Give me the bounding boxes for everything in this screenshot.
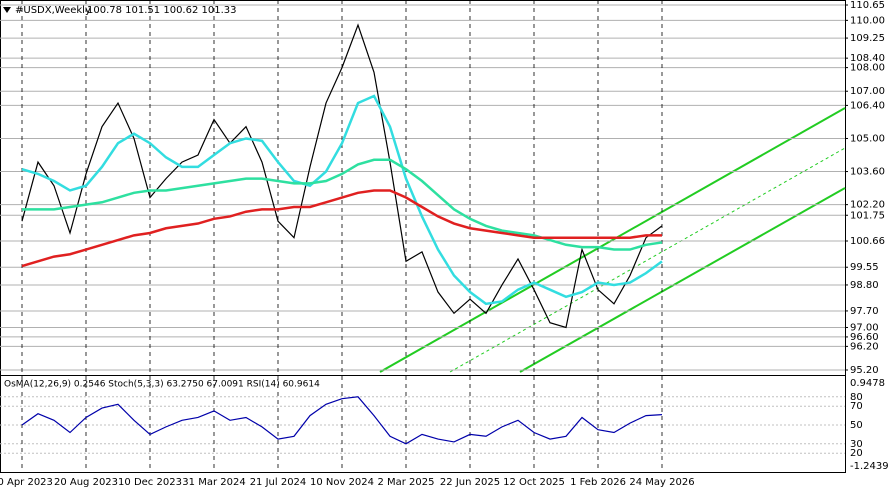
y-tick-label: 110.00: [850, 15, 885, 26]
channel-lower: [519, 187, 846, 373]
x-tick-label: 10 Dec 2023: [118, 477, 182, 488]
x-tick-label: 31 Mar 2024: [182, 477, 245, 488]
y-tick-label: 70: [850, 401, 863, 412]
y-tick-label: 106.40: [850, 100, 885, 111]
series-line: [21, 23, 663, 329]
y-tick-label: 96.20: [850, 341, 879, 352]
ohlc-values: 100.78 101.51 100.62 101.33: [87, 5, 237, 16]
indicator-title: OsMA(12,26,9) 0.2546 Stoch(5,3,3) 63.275…: [4, 380, 320, 390]
y-tick-label: 109.25: [850, 33, 885, 44]
y-tick-label: 30: [850, 439, 863, 450]
y-tick-label: 100.66: [850, 236, 885, 247]
y-tick-label: 108.40: [850, 53, 885, 64]
y-tick-label: 102.20: [850, 200, 885, 211]
y-tick-label: 105.00: [850, 133, 885, 144]
y-tick-label: 99.55: [850, 262, 879, 273]
x-tick-label: 2 Mar 2025: [377, 477, 434, 488]
y-tick-label: 103.60: [850, 167, 885, 178]
y-tick-label: 97.00: [850, 322, 879, 333]
y-tick-label: 97.70: [850, 306, 879, 317]
x-tick-label: 24 May 2026: [629, 477, 694, 488]
y-tick-label: 96.60: [850, 332, 879, 343]
series-line: [22, 158, 663, 251]
x-tick-label: 22 Jun 2025: [440, 477, 500, 488]
x-tick-label: 21 Jul 2024: [250, 477, 307, 488]
y-tick-label: 107.00: [850, 86, 885, 97]
series-line: [21, 94, 663, 306]
x-tick-label: 12 Oct 2025: [503, 477, 565, 488]
y-tick-label: 98.80: [850, 280, 879, 291]
x-tick-label: 1 Feb 2026: [570, 477, 626, 488]
y-tick-label: 101.75: [850, 210, 885, 221]
dropdown-icon[interactable]: [3, 7, 11, 13]
y2-tick-label: 0.9478: [850, 378, 885, 389]
y-tick-label: 95.20: [850, 365, 879, 376]
series-line: [21, 396, 663, 445]
frame: [0, 0, 846, 473]
series-line: [21, 189, 662, 268]
y-tick-label: 80: [850, 392, 863, 403]
y-tick-label: 20: [850, 448, 863, 459]
chart-title: #USDX,Weekly: [15, 5, 91, 16]
channel-upper: [379, 107, 846, 373]
y2-tick-label: -1.2439: [850, 461, 888, 472]
x-tick-label: 20 Aug 2023: [54, 477, 118, 488]
channel-mid: [449, 147, 846, 373]
x-tick-label: 30 Apr 2023: [0, 477, 53, 488]
y-tick-label: 110.65: [850, 0, 885, 11]
y-tick-label: 50: [850, 420, 863, 431]
x-tick-label: 10 Nov 2024: [310, 477, 374, 488]
y-tick-label: 108.00: [850, 63, 885, 74]
